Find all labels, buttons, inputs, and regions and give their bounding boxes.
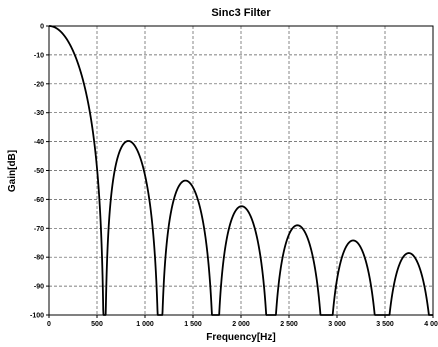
y-tick-label: -80 <box>34 255 44 262</box>
x-tick-label: 3 500 <box>376 321 394 328</box>
x-tick-label: 500 <box>91 321 103 328</box>
x-axis-label: Frequency[Hz] <box>206 332 275 343</box>
grid-lines <box>49 26 433 315</box>
x-axis-tick-labels: 0 500 1 000 1 500 2 000 2 500 3 000 3 500 4 000 <box>47 321 438 328</box>
y-tick-label: -50 <box>34 168 44 175</box>
y-tick-label: -60 <box>34 197 44 204</box>
x-tick-label: 1 500 <box>184 321 202 328</box>
x-tick-label: 1 000 <box>136 321 154 328</box>
x-tick-label: 0 <box>47 321 51 328</box>
y-tick-label: -20 <box>34 81 44 88</box>
chart-title: Sinc3 Filter <box>211 7 271 19</box>
y-tick-label: 0 <box>40 24 44 31</box>
y-axis-tick-labels: 0 -10 -20 -30 -40 -50 -60 -70 -80 -90 -100 <box>30 24 44 320</box>
y-tick-label: -40 <box>34 139 44 146</box>
y-tick-label: -90 <box>34 284 44 291</box>
axis-ticks <box>46 25 434 318</box>
y-tick-label: -70 <box>34 226 44 233</box>
y-tick-label: -10 <box>34 52 44 59</box>
gain-curve-line <box>48 25 434 316</box>
y-tick-label: -30 <box>34 110 44 117</box>
y-tick-label: -100 <box>30 313 44 320</box>
x-tick-label: 2 500 <box>280 321 298 328</box>
x-tick-label: 4 000 <box>424 321 438 328</box>
x-tick-label: 3 000 <box>328 321 346 328</box>
y-axis-label: Gain[dB] <box>7 150 18 192</box>
x-tick-label: 2 000 <box>232 321 250 328</box>
